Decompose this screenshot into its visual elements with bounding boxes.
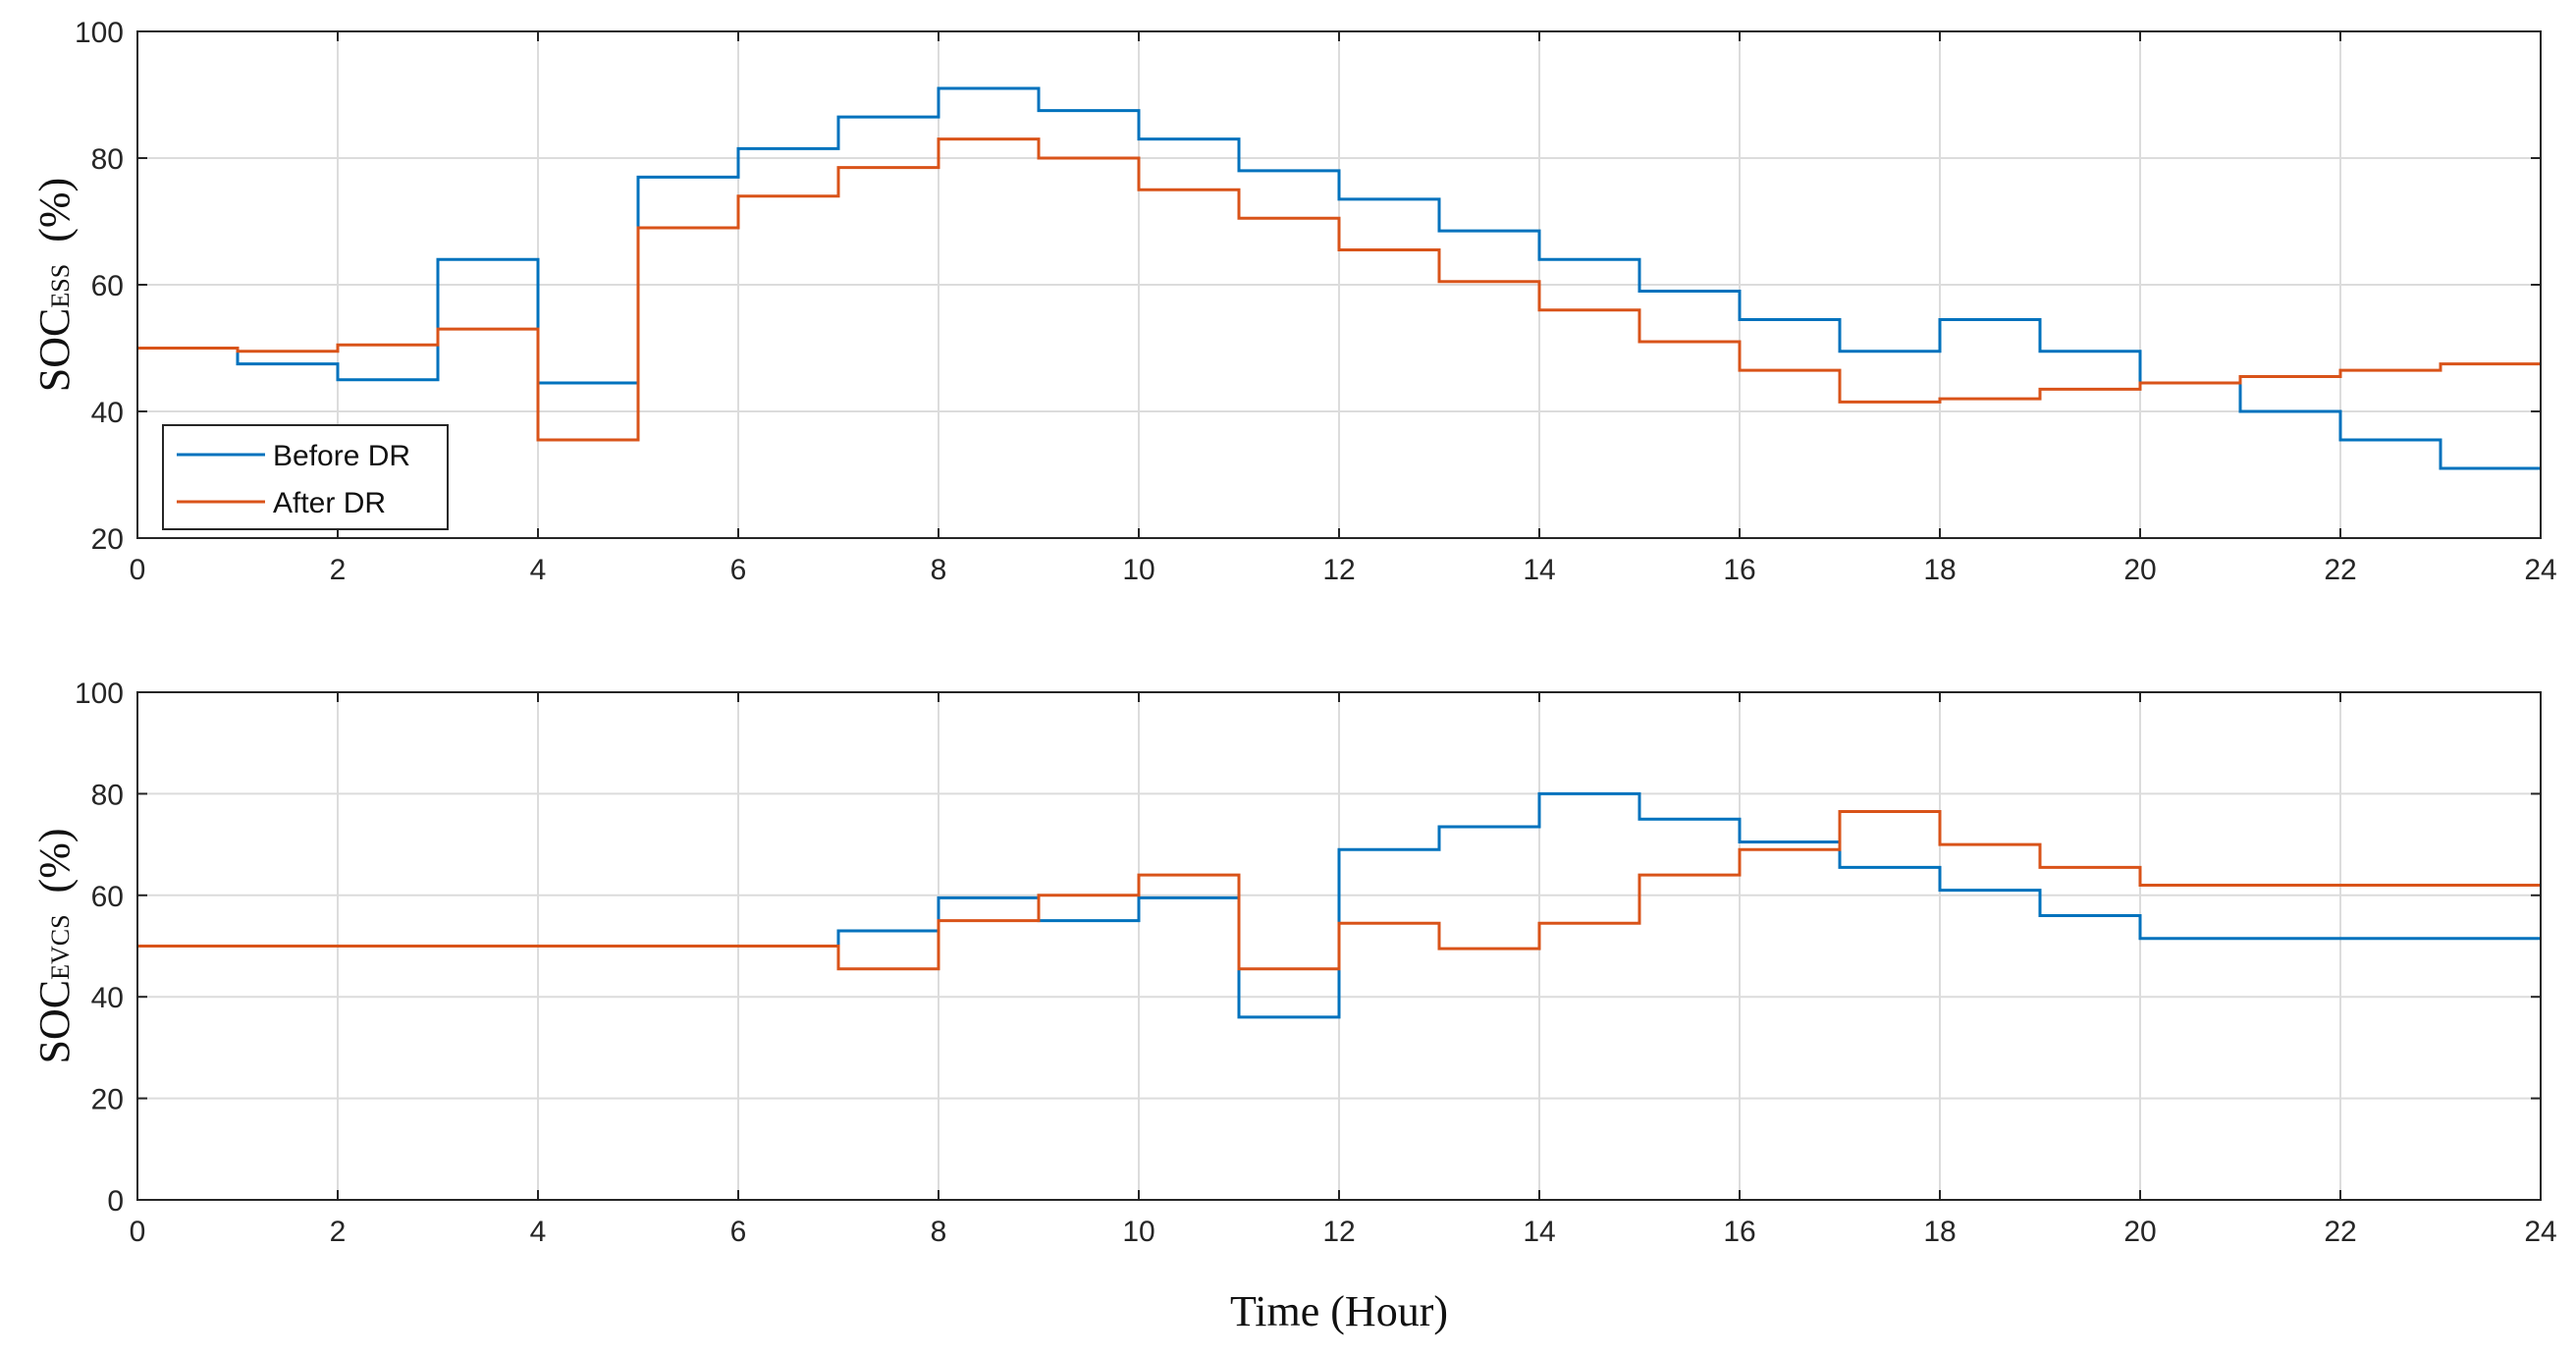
- x-tick-label: 16: [1723, 554, 1755, 586]
- x-tick-label: 20: [2123, 1216, 2156, 1248]
- x-tick-label: 6: [730, 554, 747, 586]
- y-tick-label: 80: [91, 143, 124, 176]
- legend-box: [162, 424, 449, 530]
- x-tick-label: 10: [1122, 1216, 1154, 1248]
- y-tick-label: 80: [91, 779, 124, 811]
- x-tick-label: 10: [1122, 554, 1154, 586]
- y-tick-label: 20: [91, 523, 124, 556]
- x-tick-label: 22: [2324, 554, 2356, 586]
- y-tick-label: 100: [75, 678, 124, 710]
- y-axis-label: SOCESS (%): [30, 178, 79, 392]
- y-axis-label: SOCEVCS (%): [30, 828, 79, 1063]
- x-tick-label: 18: [1923, 554, 1956, 586]
- legend: Before DR After DR: [162, 424, 449, 530]
- x-tick-label: 16: [1723, 1216, 1755, 1248]
- y-axis-label-main: SOC: [30, 308, 79, 393]
- legend-label: After DR: [273, 487, 386, 519]
- x-tick-label: 18: [1923, 1216, 1956, 1248]
- y-axis-label-unit: (%): [30, 828, 79, 893]
- y-tick-label: 60: [91, 270, 124, 302]
- x-tick-label: 22: [2324, 1216, 2356, 1248]
- y-tick-label: 100: [75, 17, 124, 49]
- x-tick-label: 24: [2524, 554, 2556, 586]
- evcs-soc-chart: 0 2 4 6 8 10 12 14 16 18 20 22 24020406080100SOCEVCS…: [30, 678, 2557, 1335]
- x-tick-label: 0: [130, 1216, 146, 1248]
- y-tick-label: 60: [91, 881, 124, 913]
- x-tick-label: 12: [1322, 1216, 1355, 1248]
- y-axis-label-subscript: ESS: [46, 264, 75, 308]
- y-tick-label: 0: [107, 1185, 124, 1218]
- x-tick-label: 2: [330, 1216, 347, 1248]
- y-tick-label: 20: [91, 1084, 124, 1116]
- x-tick-label: 8: [931, 554, 947, 586]
- x-tick-label: 0: [130, 554, 146, 586]
- x-tick-label: 8: [931, 1216, 947, 1248]
- y-axis-label-unit: (%): [30, 178, 79, 243]
- x-tick-label: 14: [1523, 554, 1555, 586]
- legend-label: Before DR: [273, 440, 410, 472]
- y-axis-label-subscript: EVCS: [46, 914, 75, 979]
- y-tick-label: 40: [91, 397, 124, 429]
- series-line-after-dr: [137, 137, 2541, 442]
- series-line-after-dr: [137, 810, 2541, 971]
- y-axis-label-main: SOC: [30, 980, 79, 1064]
- x-axis-label: Time (Hour): [1230, 1287, 1448, 1335]
- x-tick-label: 2: [330, 554, 347, 586]
- x-tick-label: 4: [530, 1216, 547, 1248]
- x-tick-label: 12: [1322, 554, 1355, 586]
- x-tick-label: 20: [2123, 554, 2156, 586]
- x-tick-label: 6: [730, 1216, 747, 1248]
- ess-soc-chart: 0 2 4 6 8 10 12 14 16 18 20 22 2420406080100SOCESS(%…: [30, 17, 2557, 586]
- y-tick-label: 40: [91, 982, 124, 1014]
- x-tick-label: 4: [530, 554, 547, 586]
- x-tick-label: 14: [1523, 1216, 1555, 1248]
- x-tick-label: 24: [2524, 1216, 2556, 1248]
